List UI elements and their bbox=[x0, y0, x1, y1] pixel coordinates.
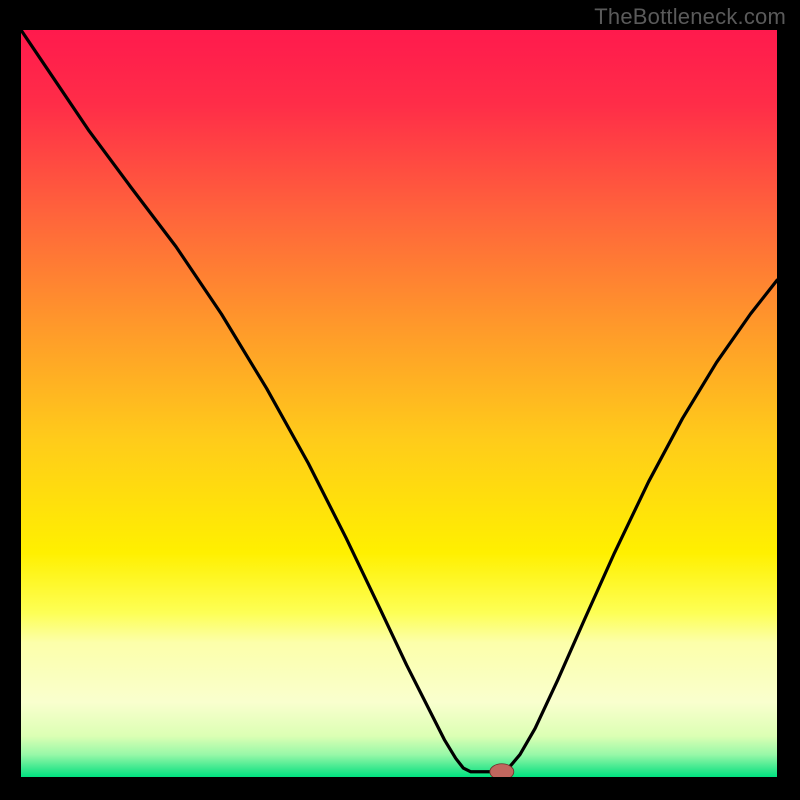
valley-marker bbox=[490, 764, 514, 777]
plot-area bbox=[21, 30, 777, 777]
watermark-text: TheBottleneck.com bbox=[594, 4, 786, 30]
gradient-fill bbox=[21, 30, 777, 777]
plot-svg bbox=[21, 30, 777, 777]
chart-root: TheBottleneck.com bbox=[0, 0, 800, 800]
